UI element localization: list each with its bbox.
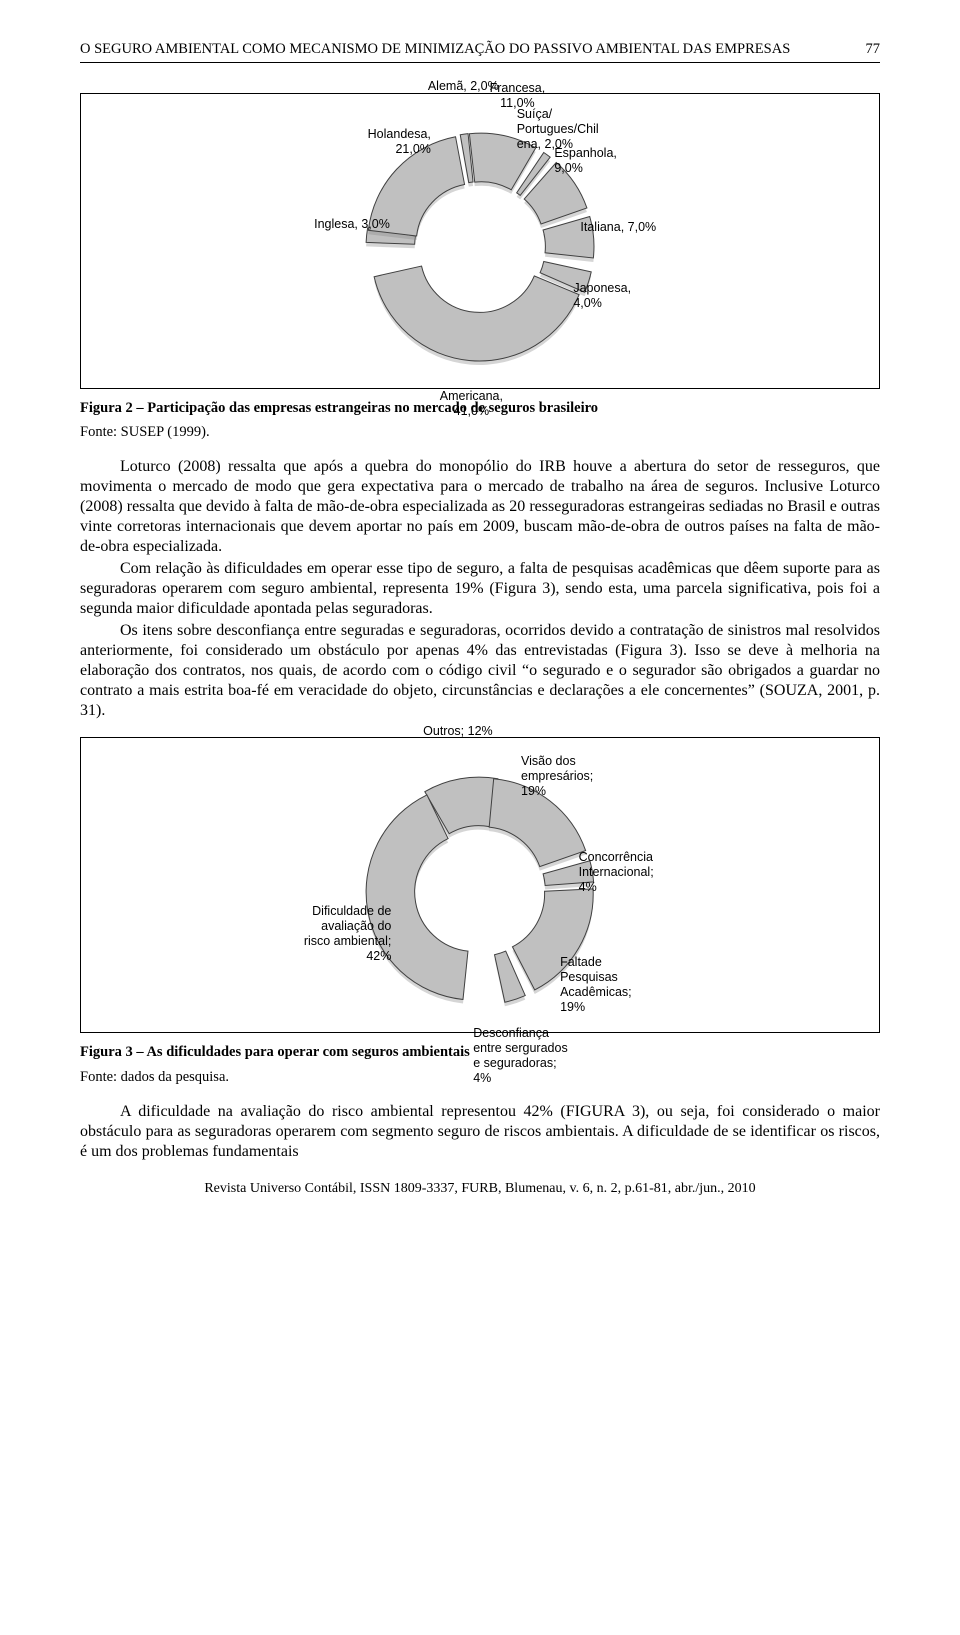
paragraph-1: Loturco (2008) ressalta que após a quebr… xyxy=(80,457,880,557)
pie-label: Concorrência Internacional; 4% xyxy=(579,850,699,895)
pie-label: Americana, 41,0% xyxy=(411,389,531,419)
pie-label: Desconfiança entre sergurados e segurado… xyxy=(473,1026,593,1086)
pie-label: Inglesa, 3,0% xyxy=(270,217,390,232)
pie-label: Visão dos empresários; 19% xyxy=(521,754,641,799)
figure-3-chart: Outros; 12%Visão dos empresários; 19%Con… xyxy=(91,752,869,1022)
figure-2-source: Fonte: SUSEP (1999). xyxy=(80,423,880,441)
figure-2-chart: Alemã, 2,0%Francesa, 11,0%Suíça/ Portugu… xyxy=(91,108,869,378)
pie-label: Japonesa, 4,0% xyxy=(573,281,693,311)
journal-footer: Revista Universo Contábil, ISSN 1809-333… xyxy=(80,1180,880,1198)
figure-3-container: Outros; 12%Visão dos empresários; 19%Con… xyxy=(80,737,880,1033)
pie-label: Italiana, 7,0% xyxy=(580,220,700,235)
pie-label: Holandesa, 21,0% xyxy=(311,127,431,157)
pie-label: Faltade Pesquisas Acadêmicas; 19% xyxy=(560,955,680,1015)
pie-label: Dificuldade de avaliação do risco ambien… xyxy=(271,904,391,964)
figure-2-container: Alemã, 2,0%Francesa, 11,0%Suíça/ Portugu… xyxy=(80,93,880,389)
closing-paragraph: A dificuldade na avaliação do risco ambi… xyxy=(80,1102,880,1162)
running-header: O SEGURO AMBIENTAL COMO MECANISMO DE MIN… xyxy=(80,40,880,63)
header-title: O SEGURO AMBIENTAL COMO MECANISMO DE MIN… xyxy=(80,40,840,58)
pie-label: Outros; 12% xyxy=(398,724,518,739)
page-number: 77 xyxy=(840,40,880,58)
pie-label: Espanhola, 9,0% xyxy=(554,146,674,176)
paragraph-3: Os itens sobre desconfiança entre segura… xyxy=(80,621,880,721)
paragraph-2: Com relação às dificuldades em operar es… xyxy=(80,559,880,619)
